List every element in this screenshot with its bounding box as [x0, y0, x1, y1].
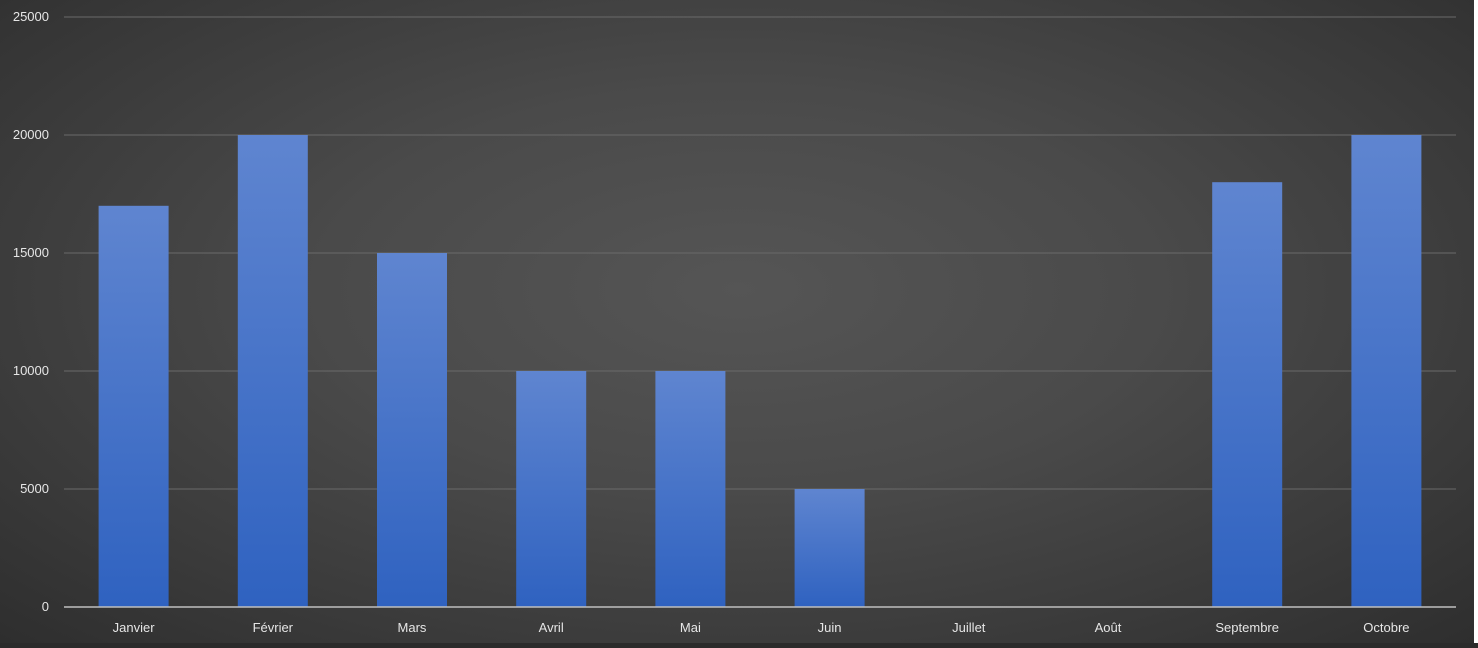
- y-tick-label: 20000: [13, 127, 49, 142]
- bar-3: [516, 371, 587, 607]
- y-tick-label: 25000: [13, 9, 49, 24]
- x-tick-label: Juin: [818, 620, 842, 635]
- bar-2: [377, 253, 447, 607]
- x-tick-label: Juillet: [952, 620, 986, 635]
- x-tick-label: Août: [1095, 620, 1122, 635]
- x-tick-label: Mai: [680, 620, 701, 635]
- x-tick-label: Avril: [539, 620, 564, 635]
- bars: [98, 135, 1422, 608]
- bar-9: [1351, 135, 1422, 607]
- y-tick-label: 15000: [13, 245, 49, 260]
- right-edge-strip: [1474, 0, 1478, 643]
- bar-0: [98, 205, 169, 608]
- x-tick-label: Septembre: [1215, 620, 1279, 635]
- x-tick-label: Février: [253, 620, 294, 635]
- x-axis-tick-labels: Janvier Février Mars Avril Mai Juin Juillet Aoû…: [113, 620, 1410, 635]
- x-tick-label: Octobre: [1363, 620, 1409, 635]
- y-tick-label: 5000: [20, 481, 49, 496]
- bar-8: [1212, 182, 1283, 607]
- y-tick-label: 10000: [13, 363, 49, 378]
- bar-1: [237, 135, 308, 607]
- y-axis-tick-labels: 0 5000 10000 15000 20000 25000: [13, 9, 49, 614]
- bar-5: [794, 489, 865, 607]
- bar-4: [655, 371, 726, 607]
- x-tick-label: Mars: [398, 620, 427, 635]
- x-tick-label: Janvier: [113, 620, 156, 635]
- y-tick-label: 0: [42, 599, 49, 614]
